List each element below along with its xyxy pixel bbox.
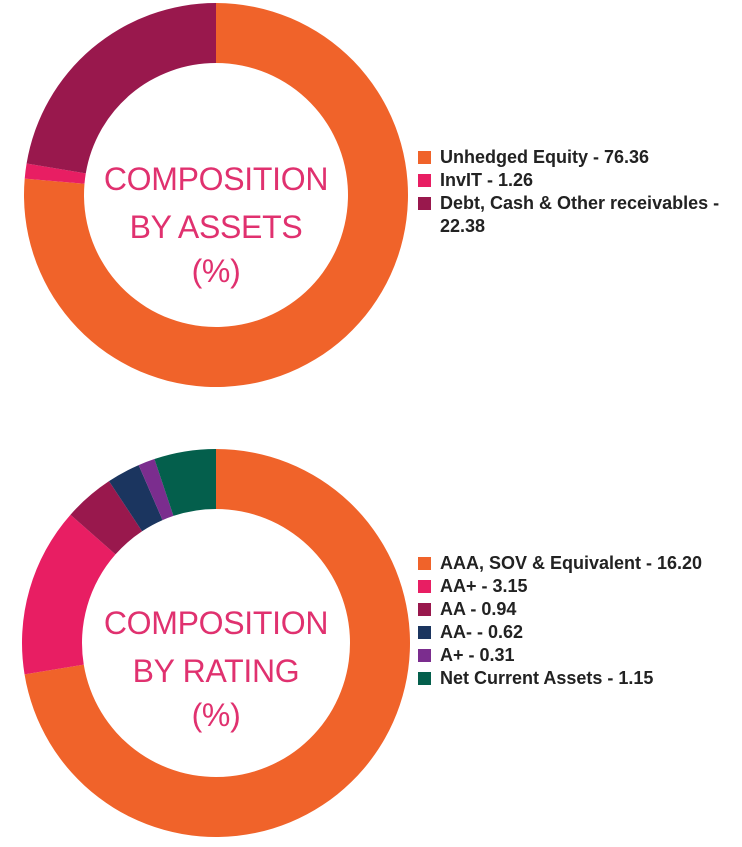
legend-label: AA- - 0.62 xyxy=(440,622,524,642)
assets-donut-chart: COMPOSITION BY ASSETS (%) xyxy=(23,3,409,387)
legend-item-aaa-sov-equivalent: AAA, SOV & Equivalent - 16.20 xyxy=(418,552,728,575)
slice-aa xyxy=(22,514,116,675)
rating-legend: AAA, SOV & Equivalent - 16.20 AA+ - 3.15 A… xyxy=(418,552,728,690)
center-title-line: (%) xyxy=(192,253,241,289)
legend-label: A+ - 0.31 xyxy=(440,645,515,665)
legend-swatch xyxy=(418,557,431,570)
legend-swatch xyxy=(418,626,431,639)
slice-unhedged-equity xyxy=(23,3,409,387)
center-title-line: COMPOSITION xyxy=(104,161,328,197)
legend-label: AA+ - 3.15 xyxy=(440,576,528,596)
slice-debt-cash-other-receivables xyxy=(26,3,216,174)
rating-donut-chart: COMPOSITION BY RATING (%) xyxy=(22,449,411,838)
rating-composition-chart: COMPOSITION BY RATING (%) AAA, SOV & Equiv… xyxy=(0,440,742,847)
legend-label: Net Current Assets - 1.15 xyxy=(440,668,654,688)
legend-label: Unhedged Equity - 76.36 xyxy=(440,147,650,167)
legend-swatch xyxy=(418,197,431,210)
legend-item-a: A+ - 0.31 xyxy=(418,644,728,667)
legend-swatch xyxy=(418,649,431,662)
slice-aa xyxy=(108,465,163,532)
legend-item-aa: AA - 0.94 xyxy=(418,598,728,621)
legend-swatch xyxy=(418,174,431,187)
legend-swatch xyxy=(418,603,431,616)
center-title-line: BY RATING xyxy=(133,653,300,689)
legend-label: AA - 0.94 xyxy=(440,599,517,619)
legend-swatch xyxy=(418,580,431,593)
legend-item-net-current-assets: Net Current Assets - 1.15 xyxy=(418,667,728,690)
slice-a xyxy=(138,459,174,521)
center-title-line: (%) xyxy=(192,697,241,733)
legend-label: Debt, Cash & Other receivables - 22.38 xyxy=(440,193,720,236)
legend-item-unhedged-equity: Unhedged Equity - 76.36 xyxy=(418,146,728,169)
center-title-line: BY ASSETS xyxy=(130,209,303,245)
slice-invit xyxy=(24,163,86,184)
slice-aaa-sov-equivalent xyxy=(24,449,411,838)
slice-aa xyxy=(70,481,143,555)
center-title-line: COMPOSITION xyxy=(104,605,328,641)
assets-legend: Unhedged Equity - 76.36 InvIT - 1.26 Debt,… xyxy=(418,146,728,238)
legend-swatch xyxy=(418,672,431,685)
legend-item-aa: AA+ - 3.15 xyxy=(418,575,728,598)
legend-swatch xyxy=(418,151,431,164)
legend-label: AAA, SOV & Equivalent - 16.20 xyxy=(440,553,703,573)
slice-net-current-assets xyxy=(154,449,216,516)
legend-label: InvIT - 1.26 xyxy=(440,170,534,190)
legend-item-invit: InvIT - 1.26 xyxy=(418,169,728,192)
legend-item-debt-cash-other-receivables: Debt, Cash & Other receivables - 22.38 xyxy=(418,192,728,238)
legend-item-aa: AA- - 0.62 xyxy=(418,621,728,644)
assets-composition-chart: COMPOSITION BY ASSETS (%) Unhedged Equity … xyxy=(0,0,742,400)
